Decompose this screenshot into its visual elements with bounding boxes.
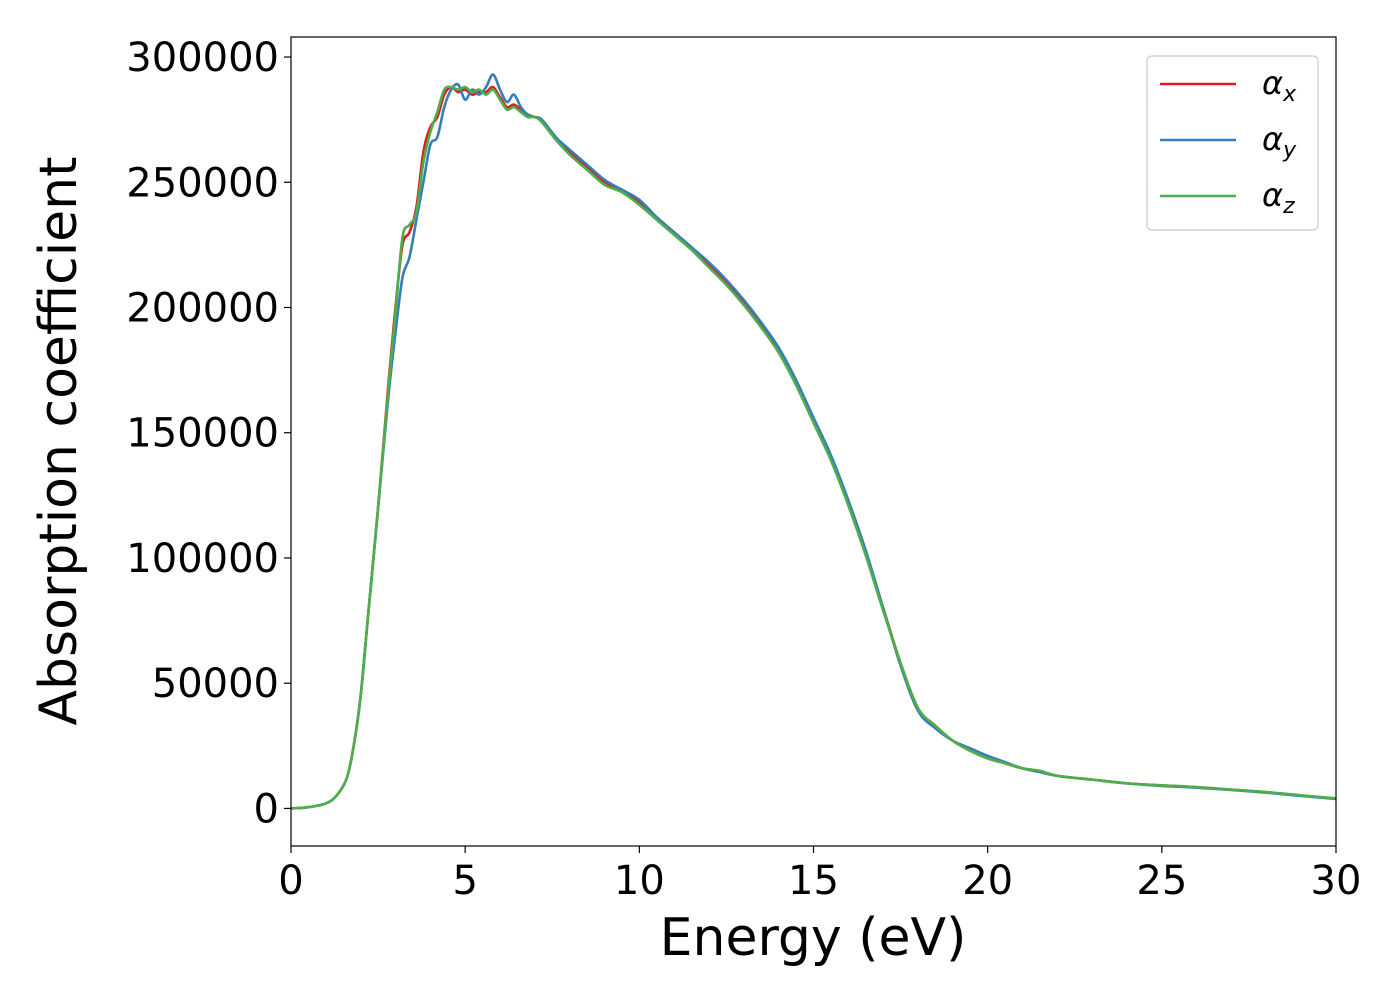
legend-label-y: αy bbox=[1262, 120, 1297, 163]
y-axis-label: Absorption coefficient bbox=[29, 156, 89, 725]
legend-frame bbox=[1146, 55, 1319, 231]
y-tick-label: 150000 bbox=[126, 411, 279, 457]
x-axis-label: Energy (eV) bbox=[660, 908, 967, 968]
x-tick-label: 0 bbox=[278, 858, 303, 904]
y-tick-label: 250000 bbox=[126, 160, 279, 206]
legend-label-z: αz bbox=[1262, 176, 1295, 219]
x-tick-label: 15 bbox=[788, 858, 839, 904]
legend-items: αx αy αz bbox=[1160, 64, 1297, 219]
legend: αx αy αz bbox=[1146, 55, 1319, 231]
x-tick-label: 25 bbox=[1136, 858, 1187, 904]
y-tick-label: 0 bbox=[254, 786, 279, 832]
series-layer bbox=[291, 73, 1336, 810]
y-tick-label: 300000 bbox=[126, 35, 279, 81]
x-axis-ticks: 0 5 10 15 20 25 30 bbox=[278, 846, 1361, 904]
y-tick-label: 100000 bbox=[126, 536, 279, 582]
legend-label-x: αx bbox=[1262, 64, 1297, 107]
series-line-z bbox=[291, 85, 1336, 810]
x-tick-label: 10 bbox=[614, 858, 665, 904]
x-tick-label: 5 bbox=[452, 858, 477, 904]
y-tick-label: 200000 bbox=[126, 286, 279, 332]
y-tick-label: 50000 bbox=[152, 661, 279, 707]
y-axis-ticks: 0 50000 100000 150000 200000 250000 300000 bbox=[126, 35, 291, 832]
x-tick-label: 30 bbox=[1311, 858, 1362, 904]
x-tick-label: 20 bbox=[962, 858, 1013, 904]
series-line-y bbox=[291, 73, 1336, 810]
